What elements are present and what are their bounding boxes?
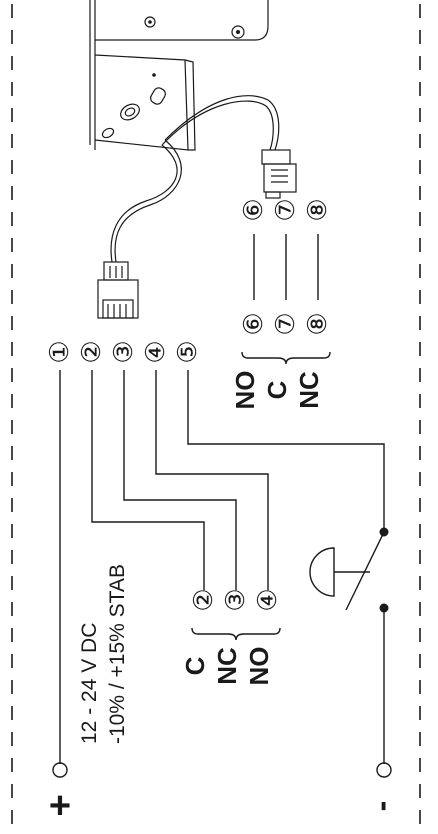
terminal-4: ④ bbox=[140, 340, 170, 363]
relay-a-terminal-3: ③ bbox=[220, 588, 250, 611]
push-button bbox=[309, 527, 389, 613]
plug-terminal-6: ⑥ bbox=[238, 198, 268, 221]
upper-connector bbox=[261, 149, 297, 199]
relay-a-label-no: NO bbox=[244, 647, 274, 686]
plug-terminal-7: ⑦ bbox=[270, 198, 300, 221]
supply-tolerance: -10% / +15% STAB bbox=[106, 564, 129, 744]
relay-b-terminal-6: ⑥ bbox=[238, 312, 268, 335]
relay-a-terminal-2: ② bbox=[188, 588, 218, 611]
terminal-1: ① bbox=[44, 340, 74, 363]
relay-a-brace bbox=[191, 627, 281, 641]
plus-symbol: + bbox=[49, 785, 71, 827]
supply-voltage: 12 - 24 V DC bbox=[78, 623, 101, 744]
terminal-3: ③ bbox=[108, 340, 138, 363]
relay-b-label-nc: NC bbox=[294, 371, 324, 409]
cable bbox=[110, 95, 280, 263]
wiring bbox=[59, 370, 385, 764]
relay-a-terminal-4: ④ bbox=[252, 588, 282, 611]
relay-b-brace bbox=[241, 351, 331, 365]
relay-a-label-nc: NC bbox=[212, 647, 242, 685]
relay-b-terminal-8: ⑧ bbox=[302, 312, 332, 335]
terminal-plus bbox=[52, 762, 68, 778]
terminal-minus bbox=[376, 762, 392, 778]
relay-b-terminal-7: ⑦ bbox=[270, 312, 300, 335]
relay-a-label-c: C bbox=[180, 656, 210, 675]
relay-b-label-no: NO bbox=[230, 371, 260, 410]
relay-b-label-c: C bbox=[262, 380, 292, 399]
terminal-5: ⑤ bbox=[172, 340, 202, 363]
plug-terminal-8: ⑧ bbox=[302, 198, 332, 221]
device-illustration bbox=[89, 0, 269, 151]
lower-connector bbox=[97, 261, 139, 319]
minus-symbol: - bbox=[363, 801, 399, 812]
terminal-2: ② bbox=[76, 340, 106, 363]
